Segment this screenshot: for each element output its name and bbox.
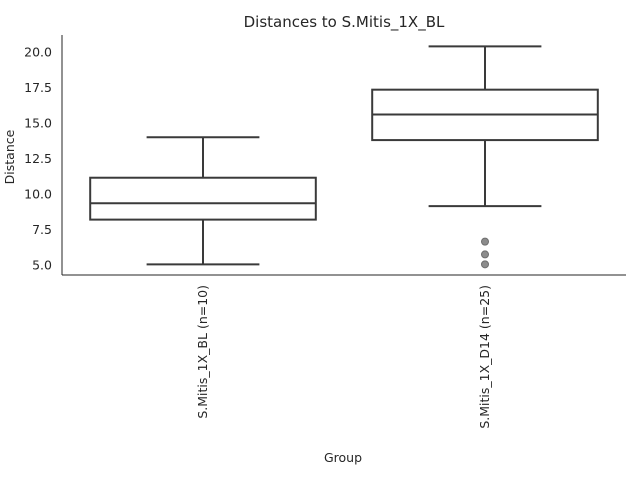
box-group <box>89 136 317 266</box>
y-tick-label: 17.5 <box>24 80 52 95</box>
y-tick-label: 7.5 <box>32 222 52 237</box>
x-tick-label: S.Mitis_1X_BL (n=10) <box>195 285 210 419</box>
chart-title: Distances to S.Mitis_1X_BL <box>244 13 445 32</box>
y-tick-label: 5.0 <box>32 258 52 273</box>
y-tick-label: 20.0 <box>24 45 52 60</box>
y-tick-label: 10.0 <box>24 187 52 202</box>
y-axis-ticks: 5.0 7.5 10.0 12.5 15.0 17.5 20.0 <box>24 45 52 273</box>
x-axis-ticks: S.Mitis_1X_BL (n=10) S.Mitis_1X_D14 (n=25… <box>195 285 492 429</box>
y-tick-label: 15.0 <box>24 116 52 131</box>
outlier-point <box>481 260 489 269</box>
boxes-layer <box>89 45 599 269</box>
y-tick-label: 12.5 <box>24 151 52 166</box>
outlier-point <box>481 237 489 246</box>
x-tick-label: S.Mitis_1X_D14 (n=25) <box>477 285 492 429</box>
x-axis-label: Group <box>324 450 362 465</box>
box-group <box>371 45 599 269</box>
y-axis-label: Distance <box>2 129 17 184</box>
outlier-point <box>481 250 489 259</box>
iqr-box <box>89 176 317 221</box>
